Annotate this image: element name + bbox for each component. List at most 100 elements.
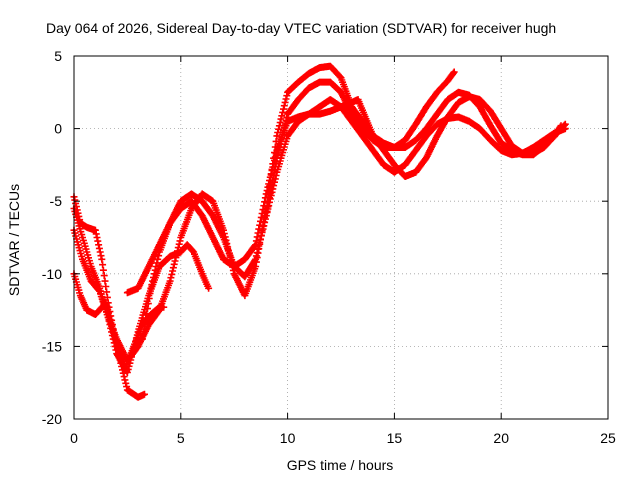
x-axis-title: GPS time / hours <box>287 457 394 473</box>
data-point <box>467 93 471 97</box>
data-point <box>350 119 354 123</box>
x-tick-label: 0 <box>70 430 78 446</box>
data-point <box>531 145 535 149</box>
data-point <box>125 388 129 392</box>
data-point <box>85 308 89 312</box>
data-point <box>275 148 279 152</box>
y-tick-label: 0 <box>54 121 62 137</box>
data-point <box>307 86 311 90</box>
data-point <box>275 134 279 138</box>
data-point <box>414 170 418 174</box>
data-point <box>339 90 343 94</box>
data-point <box>382 141 386 145</box>
series-markers <box>70 226 213 376</box>
data-point <box>328 64 332 68</box>
data-point <box>328 98 332 102</box>
data-point <box>360 119 364 123</box>
data-point <box>222 236 226 239</box>
data-point <box>456 100 460 104</box>
data-point <box>207 286 211 290</box>
data-point <box>403 163 407 167</box>
data-point <box>168 279 172 283</box>
data-point <box>296 80 300 84</box>
data-point <box>478 105 482 109</box>
data-point <box>499 148 503 152</box>
data-point <box>328 109 332 113</box>
data-point <box>467 119 471 123</box>
data-point <box>85 225 89 229</box>
data-point <box>264 214 268 218</box>
data-point <box>403 145 407 149</box>
data-point <box>307 112 311 116</box>
data-point <box>478 127 482 131</box>
series-day-3 <box>70 226 213 376</box>
plot-frame <box>73 55 609 420</box>
data-point <box>360 134 364 138</box>
data-point <box>414 138 418 142</box>
data-point <box>489 109 493 113</box>
data-point <box>243 294 247 298</box>
y-tick-label: -20 <box>42 411 62 427</box>
data-point <box>189 206 193 210</box>
data-point <box>403 138 407 142</box>
data-point <box>100 257 104 261</box>
data-point <box>93 312 97 316</box>
data-point <box>424 127 428 131</box>
axis-ticks: 0 5 10 15 20 25 -20 -15 -10 -5 0 5 <box>42 48 616 446</box>
data-point <box>200 214 204 218</box>
data-point <box>136 330 140 334</box>
data-point <box>243 275 247 279</box>
data-point <box>318 105 322 109</box>
data-point <box>93 228 97 232</box>
x-tick-label: 20 <box>493 430 509 446</box>
data-point <box>157 308 161 312</box>
data-point <box>424 134 428 138</box>
data-point <box>542 138 546 142</box>
data-point <box>286 119 290 123</box>
data-point <box>499 141 503 145</box>
data-point <box>350 112 354 116</box>
data-point <box>179 199 183 203</box>
data-point <box>489 124 493 128</box>
data-point <box>136 395 140 399</box>
data-point <box>149 286 153 290</box>
data-point <box>149 312 153 316</box>
data-point <box>189 192 193 196</box>
data-point <box>81 257 85 261</box>
x-tick-label: 25 <box>600 430 616 446</box>
data-point <box>136 286 140 290</box>
data-point <box>563 127 567 131</box>
chart-title: Day 064 of 2026, Sidereal Day-to-day VTE… <box>46 20 556 36</box>
data-point <box>232 265 236 269</box>
data-point <box>452 70 456 74</box>
data-point <box>435 112 439 116</box>
data-point <box>424 105 428 109</box>
data-point <box>115 352 119 356</box>
data-point <box>382 163 386 167</box>
data-point <box>211 199 215 203</box>
data-point <box>456 115 460 119</box>
data-point <box>356 98 360 102</box>
data-point <box>211 214 215 218</box>
y-tick-label: -15 <box>42 338 62 354</box>
data-point <box>563 122 567 126</box>
data-point <box>264 192 268 196</box>
data-point <box>435 122 439 126</box>
data-point <box>98 286 102 290</box>
data-point <box>446 79 450 83</box>
data-point <box>115 337 119 341</box>
data-point <box>296 98 300 102</box>
data-point <box>125 371 129 375</box>
data-point <box>106 315 110 319</box>
data-point <box>211 236 215 239</box>
data-point <box>192 250 196 254</box>
data-point <box>339 105 343 109</box>
data-point <box>200 192 204 196</box>
data-point <box>78 294 82 298</box>
data-point <box>254 243 258 247</box>
data-point <box>185 243 189 247</box>
data-point <box>403 175 407 179</box>
data-point <box>424 156 428 160</box>
data-series <box>70 62 569 401</box>
